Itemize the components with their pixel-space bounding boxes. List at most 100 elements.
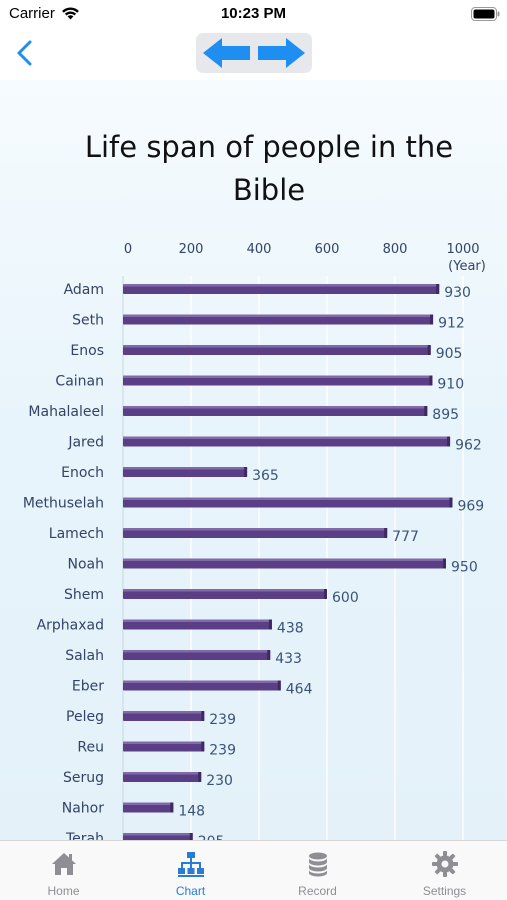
category-label: Enos [70,343,104,359]
lifespan-bar-chart: Life span of people in the Bible 0 200 400 60… [23,130,486,840]
value-label: 912 [438,316,465,332]
bar-highlight [123,619,272,622]
database-icon [308,852,327,877]
bar-highlight [123,680,281,683]
bar-end-cap [436,284,440,294]
x-tick-label: 800 [383,242,408,257]
bar-highlight [123,833,193,836]
category-label: Peleg [66,709,104,725]
tab-label: Home [47,884,80,898]
x-axis-unit: (Year) [448,259,486,274]
x-tick-label: 0 [124,242,132,257]
tab-label: Settings [422,884,467,898]
bar-end-cap [170,802,174,813]
category-label: Mahalaleel [28,404,104,420]
bar-highlight [123,558,446,561]
bar-end-cap [201,711,205,721]
tab-home[interactable]: Home [0,841,127,900]
value-label: 205 [198,834,225,840]
status-bar: Carrier 10:23 PM [0,0,507,30]
category-label: Serug [63,770,104,786]
category-label: Jared [67,435,104,451]
value-label: 438 [277,621,304,637]
value-label: 930 [444,285,471,301]
page-arrows [196,33,312,73]
x-tick-label: 1000 [446,242,479,257]
bar-end-cap [201,741,205,752]
value-label: 239 [209,743,236,759]
category-label: Lamech [49,526,104,542]
bar-highlight [123,650,271,653]
category-label: Salah [65,648,104,664]
category-label: Arphaxad [37,618,104,634]
tab-settings[interactable]: Settings [381,841,507,900]
chevron-left-icon [17,40,32,66]
bar-highlight [123,406,428,409]
bar-end-cap [198,772,202,782]
bar-highlight [123,741,205,744]
category-label: Eber [72,679,104,695]
x-tick-label: 200 [179,242,204,257]
chart-hierarchy-icon [177,852,204,877]
wifi-icon [62,7,79,20]
carrier-label: Carrier [9,5,55,22]
chart-area: Life span of people in the Bible 0 200 400 60… [0,80,507,840]
bar-highlight [123,589,327,592]
tab-record[interactable]: Record [254,841,381,900]
clock: 10:23 PM [220,5,287,22]
bar-highlight [123,314,434,317]
bar-highlight [123,467,248,470]
bar-end-cap [447,436,451,447]
bar-highlight [123,436,451,439]
category-label: Shem [64,587,104,603]
arrow-right-icon [258,38,305,68]
category-label: Noah [68,557,105,573]
category-label: Terah [65,831,104,840]
category-label: Cainan [55,374,104,390]
previous-button[interactable] [200,36,254,70]
next-button[interactable] [254,36,308,70]
bar-highlight [123,528,388,531]
bar-end-cap [268,619,272,630]
bar-end-cap [424,406,428,416]
tab-label: Chart [175,884,206,898]
value-label: 910 [437,377,464,393]
battery-icon [471,7,500,21]
value-label: 905 [436,346,463,362]
value-label: 895 [432,407,459,423]
value-label: 962 [455,438,482,454]
value-label: 969 [457,499,484,515]
value-label: 230 [206,773,233,789]
value-label: 239 [209,712,236,728]
back-button[interactable] [12,38,38,68]
bar-highlight [123,284,440,287]
tab-chart[interactable]: Chart [127,841,254,900]
bar-highlight [123,375,433,378]
bar-highlight [123,772,202,775]
category-label: Seth [72,313,104,329]
bar-end-cap [277,680,281,691]
value-label: 777 [392,529,419,545]
nav-bar [0,30,507,80]
value-label: 148 [178,804,205,820]
bar-highlight [123,497,453,500]
bar-highlight [123,711,205,714]
tab-label: Record [298,884,337,898]
value-label: 365 [252,468,279,484]
gear-icon [431,851,458,877]
value-label: 433 [275,651,302,667]
bar-end-cap [429,375,433,386]
value-label: 464 [286,682,313,698]
arrow-left-icon [203,38,250,68]
bar-end-cap [267,650,271,660]
home-icon [51,853,76,875]
bar-end-cap [384,528,388,538]
bar-end-cap [244,467,248,477]
chart-title: Life span of people in the [85,130,453,164]
bar-end-cap [324,589,327,599]
bar-highlight [123,802,174,805]
category-label: Reu [77,740,104,756]
bar-end-cap [189,833,193,840]
x-tick-label: 600 [315,242,340,257]
category-label: Adam [64,282,104,298]
